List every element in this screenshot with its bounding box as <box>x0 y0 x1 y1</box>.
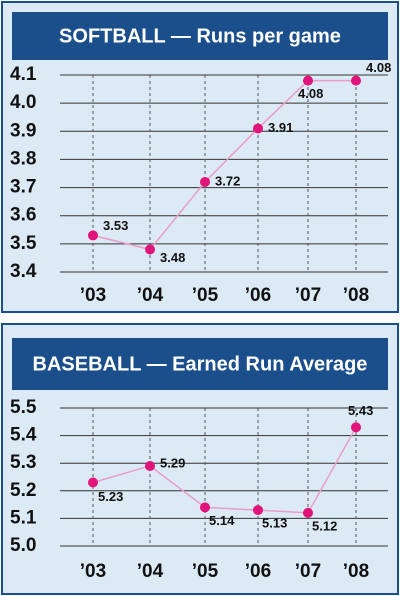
x-tick-label: ’05 <box>192 285 219 306</box>
chart-title: BASEBALL — Earned Run Average <box>33 353 368 375</box>
data-label: 5.12 <box>312 518 337 533</box>
data-label: 4.08 <box>298 86 323 101</box>
data-label: 3.91 <box>268 120 293 135</box>
data-point <box>88 477 98 488</box>
y-tick-label: 5.1 <box>10 507 37 528</box>
header <box>12 338 388 390</box>
y-tick-label: 5.5 <box>10 397 37 418</box>
data-point <box>303 75 313 86</box>
data-label: 4.08 <box>366 60 391 75</box>
x-tick-label: ’05 <box>192 561 219 582</box>
x-tick-label: ’08 <box>343 561 369 582</box>
y-tick-label: 5.3 <box>10 452 36 473</box>
x-tick-label: ’03 <box>80 561 106 582</box>
y-tick-label: 3.9 <box>10 120 36 141</box>
data-point <box>253 123 263 134</box>
data-point <box>88 230 98 241</box>
x-tick-label: ’06 <box>245 285 271 306</box>
data-label: 5.13 <box>262 516 287 531</box>
data-point <box>303 507 313 518</box>
data-point <box>351 422 361 433</box>
y-tick-label: 5.4 <box>10 425 37 446</box>
y-tick-label: 3.8 <box>10 148 36 169</box>
y-tick-label: 4.0 <box>10 92 36 113</box>
y-tick-label: 5.2 <box>10 480 36 501</box>
x-tick-label: ’06 <box>245 561 271 582</box>
data-point <box>200 176 210 187</box>
x-tick-label: ’07 <box>295 561 321 582</box>
data-label: 3.48 <box>160 250 185 265</box>
x-tick-label: ’03 <box>80 285 106 306</box>
y-tick-label: 3.7 <box>10 177 36 198</box>
data-label: 3.53 <box>103 218 128 233</box>
data-label: 3.72 <box>215 173 240 188</box>
data-point <box>351 75 361 86</box>
data-label: 5.23 <box>98 489 123 504</box>
y-tick-label: 4.1 <box>10 64 37 85</box>
y-tick-label: 3.5 <box>10 233 37 254</box>
series-line <box>92 426 357 514</box>
data-label: 5.43 <box>348 403 373 418</box>
data-label: 5.29 <box>160 455 185 470</box>
data-point <box>145 244 155 255</box>
chart-title: SOFTBALL — Runs per game <box>59 25 341 47</box>
x-tick-label: ’04 <box>137 561 164 582</box>
y-tick-label: 3.6 <box>10 205 36 226</box>
y-tick-label: 5.0 <box>10 535 36 556</box>
x-tick-label: ’04 <box>137 285 164 306</box>
data-point <box>145 460 155 471</box>
data-point <box>200 502 210 513</box>
data-point <box>253 505 263 516</box>
data-label: 5.14 <box>209 513 235 528</box>
series-line <box>92 79 356 251</box>
x-tick-label: ’08 <box>343 285 369 306</box>
x-tick-label: ’07 <box>295 285 321 306</box>
header <box>12 12 388 60</box>
y-tick-label: 3.4 <box>10 261 37 282</box>
